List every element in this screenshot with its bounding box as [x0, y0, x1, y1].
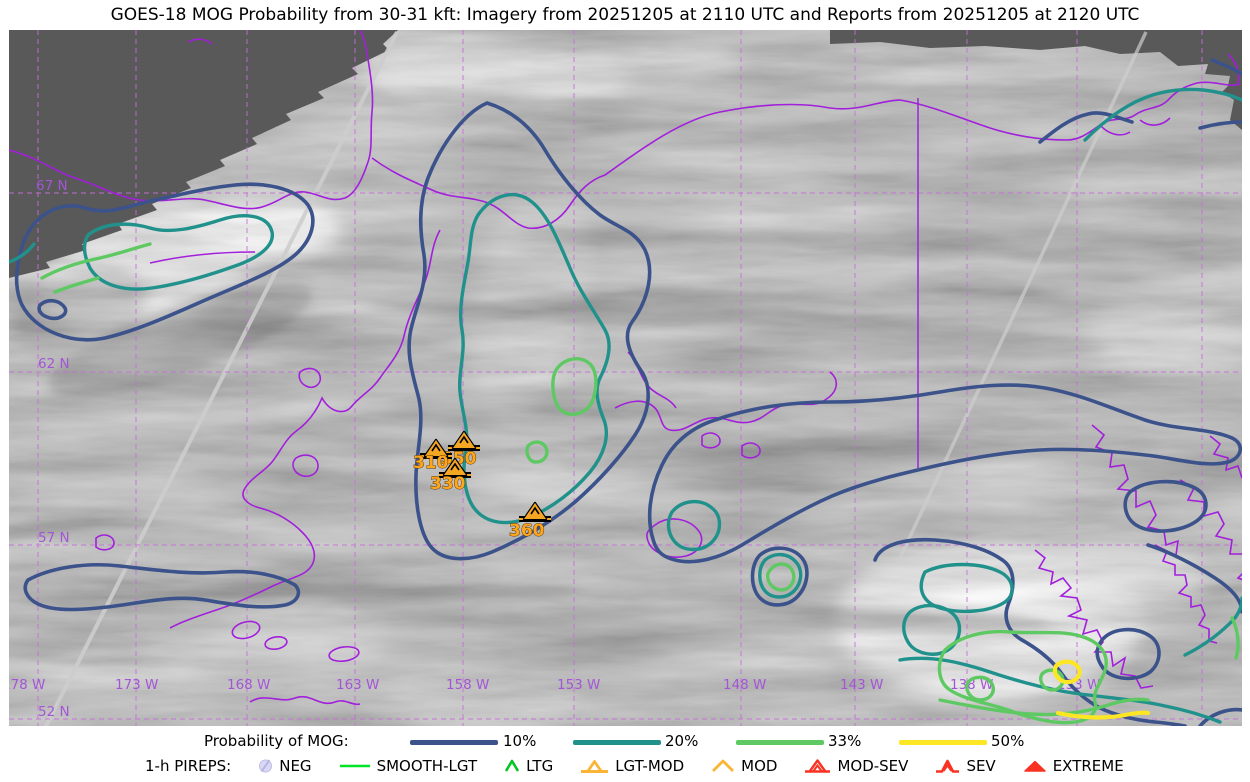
svg-text:310: 310 — [413, 453, 449, 473]
neg-circle-slash-icon — [259, 759, 273, 773]
lon-label: 163 W — [336, 677, 379, 693]
scan-seam-lines — [43, 31, 1148, 726]
lon-label: 178 W — [9, 677, 45, 693]
legend-pireps: 1-h PIREPS: NEG SMOOTH-LGT LTG — [145, 756, 1124, 775]
legend-line-20pct — [573, 740, 661, 745]
legend-item-smooth-lgt: SMOOTH-LGT — [338, 756, 477, 775]
legend-item-sev: SEV — [934, 756, 996, 775]
lon-label: 168 W — [227, 677, 270, 693]
lon-label: 138 W — [950, 677, 993, 693]
smooth-lgt-line-icon — [339, 764, 370, 768]
lon-label: 153 W — [557, 677, 600, 693]
legend-item-neg: NEG — [257, 756, 312, 775]
lon-label: 173 W — [115, 677, 158, 693]
mod-sev-triangle-caret-icon — [805, 759, 831, 773]
legend-label-50pct: 50% — [991, 732, 1025, 750]
extreme-triangle-icon — [1023, 760, 1046, 772]
pirep-marker: 360 — [509, 503, 551, 541]
contours-20pct — [9, 87, 1242, 724]
page-title: GOES-18 MOG Probability from 30-31 kft: … — [110, 5, 1140, 25]
no-data-region — [9, 30, 1242, 278]
legend-probability-title: Probability of MOG: — [204, 732, 349, 750]
legend-label-20pct: 20% — [665, 732, 699, 750]
lon-label: 148 W — [723, 677, 766, 693]
contours-50pct — [1052, 659, 1151, 720]
lat-label: 57 N — [38, 530, 70, 546]
legend-item-ltg: LTG — [503, 756, 553, 775]
coastlines — [9, 30, 1242, 706]
legend-item-mod: MOD — [710, 756, 777, 775]
contours-10pct — [14, 58, 1242, 726]
legend-label-33pct: 33% — [828, 732, 862, 750]
lat-label: 67 N — [36, 178, 68, 194]
map-svg: 67 N 62 N 57 N 52 N 178 W 173 W 168 W 16… — [9, 30, 1242, 726]
legend-item-extreme: EXTREME — [1022, 756, 1124, 775]
legend-item-lgt-mod: LGT-MOD — [579, 756, 684, 775]
legend-item-mod-sev: MOD-SEV — [803, 756, 908, 775]
lon-label: 158 W — [446, 677, 489, 693]
lon-label: 143 W — [840, 677, 883, 693]
pirep-marker: 310 — [413, 440, 452, 473]
legend-label-10pct: 10% — [503, 732, 537, 750]
legend-pireps-title: 1-h PIREPS: — [145, 756, 232, 775]
pirep-marker: 330 — [430, 459, 471, 494]
mod-caret-icon — [712, 759, 735, 772]
svg-text:360: 360 — [509, 521, 545, 541]
sev-caret-icon — [936, 759, 960, 773]
ltg-caret-icon — [504, 759, 520, 772]
lgt-mod-triangle-icon — [581, 760, 609, 773]
lat-label: 52 N — [38, 704, 70, 720]
legend-line-33pct — [736, 740, 824, 745]
lat-label: 62 N — [38, 356, 70, 372]
legend-line-10pct — [410, 740, 498, 745]
graticule-labels: 67 N 62 N 57 N 52 N 178 W 173 W 168 W 16… — [9, 178, 1100, 720]
pirep-markers: 350 310 330 360 — [413, 432, 551, 541]
legend-line-50pct — [899, 740, 987, 745]
map-canvas: 67 N 62 N 57 N 52 N 178 W 173 W 168 W 16… — [9, 30, 1242, 726]
svg-text:330: 330 — [430, 474, 466, 494]
